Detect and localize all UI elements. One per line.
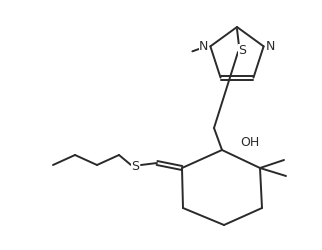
Text: N: N xyxy=(199,40,208,53)
Text: S: S xyxy=(131,160,139,172)
Text: S: S xyxy=(238,44,246,57)
Text: N: N xyxy=(266,40,275,53)
Text: OH: OH xyxy=(241,136,260,148)
